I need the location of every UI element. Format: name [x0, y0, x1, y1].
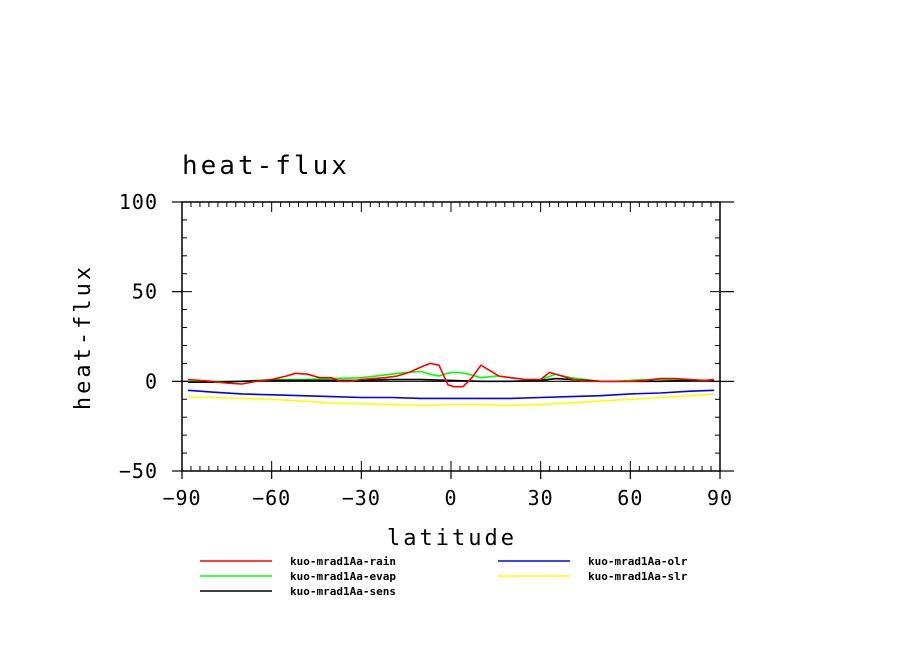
y-tick-label: 50 — [132, 280, 158, 304]
series-line-kuo-mrad1Aa-slr — [188, 393, 715, 407]
y-axis-label: heat-flux — [71, 264, 96, 410]
x-axis-label: latitude — [387, 526, 517, 551]
legend-label: kuo-mrad1Aa-slr — [588, 570, 688, 583]
legend-label: kuo-mrad1Aa-evap — [290, 570, 396, 583]
series-line-kuo-mrad1Aa-olr — [187, 389, 715, 400]
y-tick-label: 100 — [119, 190, 158, 214]
x-tick-label: 0 — [444, 486, 457, 510]
legend-label: kuo-mrad1Aa-olr — [588, 555, 688, 568]
chart-title: heat-flux — [182, 151, 350, 181]
legend-label: kuo-mrad1Aa-rain — [290, 555, 396, 568]
legend: kuo-mrad1Aa-rain kuo-mrad1Aa-olr kuo-mrad1… — [200, 555, 688, 598]
x-tick-label: 30 — [528, 486, 554, 510]
y-tick-label: 0 — [145, 369, 158, 393]
series-line-kuo-mrad1Aa-evap — [188, 370, 714, 383]
x-tick-label: 90 — [707, 486, 733, 510]
series-line-kuo-mrad1Aa-rain — [187, 362, 715, 388]
x-axis: −90 −60 −30 0 30 60 90 — [162, 202, 733, 510]
plot-border — [181, 201, 721, 472]
x-tick-label: −90 — [162, 486, 201, 510]
plot-frame — [181, 201, 721, 472]
series-lines — [187, 362, 715, 407]
x-tick-label: −30 — [342, 486, 381, 510]
x-tick-label: 60 — [617, 486, 643, 510]
legend-label: kuo-mrad1Aa-sens — [290, 585, 396, 598]
y-tick-label: −50 — [119, 459, 158, 483]
x-tick-label: −60 — [252, 486, 291, 510]
y-axis: −50 0 50 100 — [119, 190, 734, 483]
